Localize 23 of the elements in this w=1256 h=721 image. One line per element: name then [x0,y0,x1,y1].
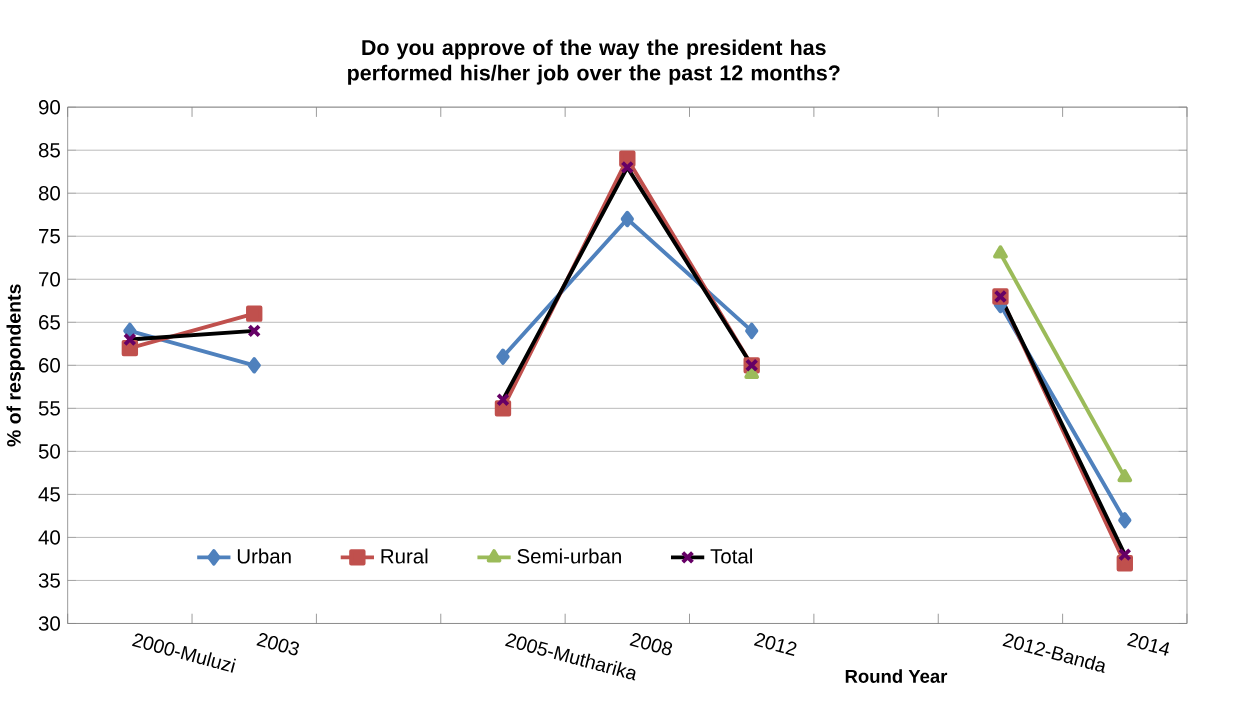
y-tick-label: 35 [38,573,60,588]
legend-label: Total [710,548,752,564]
y-tick-label: 40 [38,530,60,545]
y-tick-label: 70 [39,272,60,287]
y-tick-label: 80 [38,186,60,201]
legend-label: Semi-urban [517,548,621,564]
y-tick-label: 30 [38,616,60,631]
legend-label: Rural [381,548,428,564]
chart-title: Do you approve of the way the president has performed his/her job over the past 12 months? [348,39,840,85]
y-tick-label: 50 [38,444,60,459]
x-tick-label: 2003 [256,633,299,656]
x-axis-title: Round Year [845,669,948,683]
y-tick-label: 75 [39,229,60,244]
x-tick-label: 2012 [753,633,797,657]
y-tick-label: 45 [38,487,60,502]
y-tick-label: 55 [38,401,60,416]
y-tick-label: 60 [39,358,60,373]
y-axis-title: % of respondents [6,284,25,447]
x-tick-label: 2014 [1127,633,1170,656]
legend-label: Urban [237,548,291,564]
y-tick-label: 65 [39,315,60,330]
y-tick-label: 85 [38,143,60,158]
y-tick-label: 90 [38,99,60,115]
